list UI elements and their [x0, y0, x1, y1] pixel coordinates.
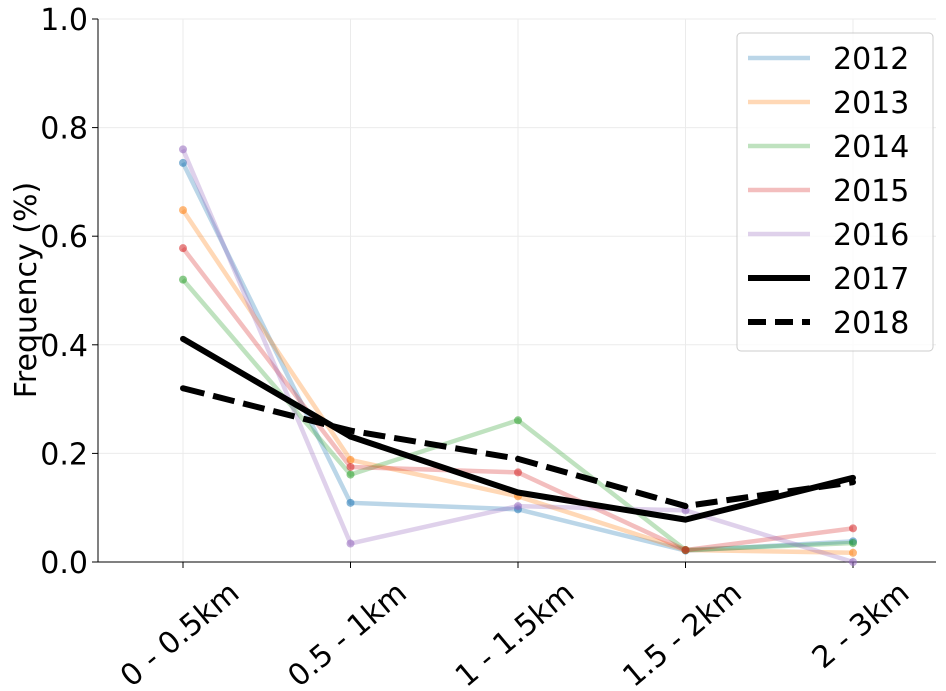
x-tick-label: 1.5 - 2km [616, 575, 748, 691]
legend: 2012 2013 2014 2015 2016 2017 2018 [736, 32, 934, 352]
y-tick-label: 0.4 [40, 329, 88, 364]
data-point-2016 [346, 539, 355, 548]
data-point-2018 [850, 479, 856, 486]
x-tick-label: 0 - 0.5km [114, 575, 246, 691]
data-point-2015 [681, 546, 690, 555]
legend-label-2017: 2017 [833, 262, 909, 297]
data-point-2017 [850, 474, 856, 481]
data-point-2014 [346, 470, 355, 479]
x-tick-label: 1 - 1.5km [449, 575, 581, 691]
data-point-2017 [515, 489, 521, 496]
data-point-2012 [346, 498, 355, 507]
data-point-2015 [346, 462, 355, 471]
data-point-2014 [849, 538, 857, 547]
x-tick-label: 0.5 - 1km [281, 575, 413, 691]
data-point-2016 [849, 558, 857, 566]
data-point-2015 [179, 244, 187, 253]
data-point-2012 [179, 158, 187, 167]
data-point-2013 [179, 206, 187, 215]
data-point-2018 [180, 385, 186, 392]
legend-label-2012: 2012 [833, 42, 909, 77]
data-point-2016 [514, 502, 522, 511]
legend-label-2018: 2018 [833, 306, 909, 341]
data-point-2017 [347, 433, 354, 440]
y-tick-label: 1.0 [40, 3, 88, 38]
axes [92, 18, 936, 568]
data-point-2017 [180, 335, 186, 342]
legend-label-2016: 2016 [833, 218, 909, 253]
data-point-2016 [179, 145, 187, 154]
data-point-2013 [346, 455, 355, 464]
data-point-2018 [347, 427, 354, 434]
y-axis-label: Frequency (%) [9, 182, 44, 398]
legend-label-2013: 2013 [833, 86, 909, 121]
data-point-2018 [682, 503, 689, 510]
legend-label-2014: 2014 [833, 130, 909, 165]
data-point-2015 [849, 524, 857, 533]
y-tick-label: 0.8 [40, 112, 88, 147]
data-point-2014 [514, 416, 522, 425]
y-tick-label: 0.6 [40, 220, 88, 255]
legend-frame [736, 32, 934, 352]
data-point-2013 [849, 548, 857, 557]
y-tick-label: 0.2 [40, 437, 88, 472]
data-point-2015 [514, 468, 522, 477]
legend-label-2015: 2015 [833, 174, 909, 209]
data-point-2018 [515, 455, 521, 462]
x-tick-label: 2 - 3km [806, 575, 916, 676]
series-lines [179, 145, 857, 566]
data-point-2017 [682, 516, 689, 523]
y-tick-label: 0.0 [40, 546, 88, 581]
data-point-2014 [179, 275, 187, 284]
